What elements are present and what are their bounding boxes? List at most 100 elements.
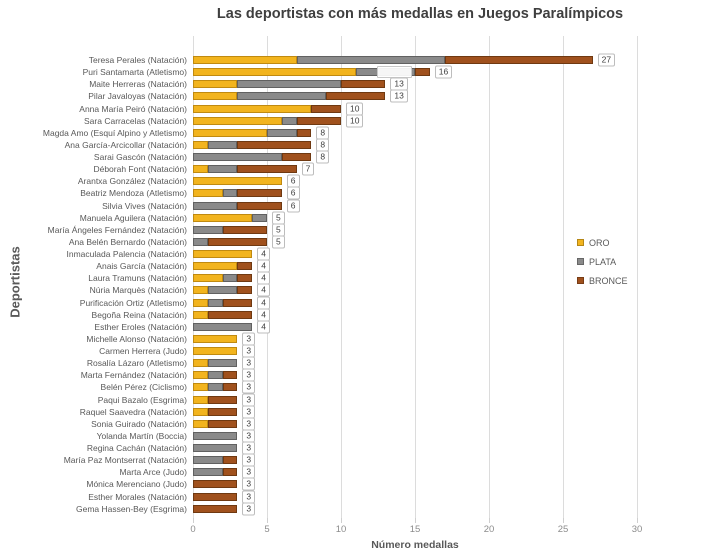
- bar-segment-oro: [193, 298, 208, 307]
- value-label: 3: [242, 465, 256, 479]
- stacked-bar: [193, 165, 297, 174]
- value-label: 3: [242, 405, 256, 419]
- bar-segment-bronce: [222, 468, 238, 477]
- bar-row: María Ángeles Fernández (Natación) 5: [0, 223, 711, 237]
- bar-row: Laura Tramuns (Natación) 4: [0, 271, 711, 285]
- stacked-bar: [193, 395, 238, 404]
- gridline: [415, 36, 416, 518]
- bar-segment-plata: [222, 274, 238, 283]
- tick-mark: [267, 518, 268, 523]
- bar-segment-plata: [267, 128, 297, 137]
- bar-segment-plata: [237, 92, 327, 101]
- stacked-bar: [193, 334, 238, 343]
- bar-segment-oro: [193, 213, 253, 222]
- bar-segment-bronce: [237, 140, 312, 149]
- stacked-bar: [193, 371, 238, 380]
- stacked-bar: [193, 225, 267, 234]
- athlete-label: Maite Herreras (Natación): [89, 79, 187, 90]
- chart-title: Las deportistas con más medallas en Jueg…: [216, 6, 624, 22]
- bar-segment-bronce: [296, 116, 341, 125]
- bar-segment-bronce: [444, 56, 593, 65]
- bar-segment-oro: [193, 128, 267, 137]
- bar-segment-plata: [193, 444, 238, 453]
- athlete-label: Laura Tramuns (Natación): [88, 273, 187, 284]
- stacked-bar: [193, 310, 253, 319]
- athlete-label: Beatriz Mendoza (Atletismo): [80, 188, 187, 199]
- value-label: 3: [242, 356, 256, 370]
- bar-segment-oro: [193, 177, 282, 186]
- bar-segment-plata: [296, 56, 445, 65]
- bar-row: Déborah Font (Natación) 7: [0, 162, 711, 176]
- bar-segment-oro: [193, 310, 208, 319]
- stacked-bar: [193, 153, 312, 162]
- stacked-bar: [193, 92, 386, 101]
- bar-row: Teresa Perales (Natación) 27: [0, 53, 711, 67]
- stacked-bar: [193, 347, 238, 356]
- athlete-label: Ana Belén Bernardo (Natación): [68, 236, 187, 247]
- value-label: 4: [257, 308, 270, 322]
- tick-mark: [415, 518, 416, 523]
- bar-segment-oro: [193, 250, 253, 259]
- bar-row: Raquel Saavedra (Natación) 3: [0, 405, 711, 419]
- stacked-bar: [193, 419, 238, 428]
- value-label: 8: [316, 138, 330, 152]
- legend-item-plata: PLATA: [577, 252, 628, 271]
- bar-segment-oro: [193, 395, 208, 404]
- stacked-bar: [193, 237, 267, 246]
- value-label: 6: [286, 186, 300, 200]
- bar-segment-bronce: [311, 104, 341, 113]
- bar-row: Rosalía Lázaro (Atletismo) 3: [0, 356, 711, 370]
- bar-segment-bronce: [193, 504, 238, 513]
- bar-segment-oro: [193, 359, 208, 368]
- bar-row: Marta Fernández (Natación) 3: [0, 368, 711, 382]
- bar-row: Sonia Guirado (Natación) 3: [0, 417, 711, 431]
- x-axis-title: Número medallas: [371, 539, 459, 551]
- bar-segment-plata: [237, 80, 341, 89]
- bar-segment-bronce: [414, 68, 430, 77]
- athlete-label: Mónica Merenciano (Judo): [86, 479, 187, 490]
- stacked-bar: [193, 177, 282, 186]
- bar-segment-bronce: [193, 492, 238, 501]
- value-label: 10: [346, 114, 364, 128]
- bar-segment-bronce: [296, 128, 312, 137]
- value-label: 13: [390, 77, 408, 91]
- bar-row: Sara Carracelas (Natación) 10: [0, 114, 711, 128]
- bar-segment-bronce: [237, 165, 297, 174]
- athlete-label: Regina Cachán (Natación): [86, 443, 187, 454]
- athlete-label: Puri Santamarta (Atletismo): [82, 67, 187, 78]
- athlete-label: Pilar Javaloyas (Natación): [88, 91, 187, 102]
- tick-label: 25: [557, 524, 569, 535]
- athlete-label: Arantxa González (Natación): [77, 176, 187, 187]
- stacked-bar: [193, 444, 238, 453]
- athlete-label: Teresa Perales (Natación): [88, 55, 187, 66]
- bar-segment-plata: [193, 153, 282, 162]
- bar-segment-bronce: [237, 274, 253, 283]
- bar-row: Núria Marquès (Natación) 4: [0, 283, 711, 297]
- bar-segment-bronce: [281, 153, 312, 162]
- value-label: 3: [242, 477, 256, 491]
- athlete-label: Sonia Guirado (Natación): [91, 418, 187, 429]
- athlete-label: Marta Fernández (Natación): [80, 370, 187, 381]
- athlete-label: Déborah Font (Natación): [93, 164, 187, 175]
- bar-segment-oro: [193, 274, 223, 283]
- stacked-bar: [193, 322, 253, 331]
- value-label: 10: [346, 102, 364, 116]
- athlete-label: Esther Eroles (Natación): [94, 321, 187, 332]
- value-label: 8: [316, 150, 330, 164]
- bar-row: Purificación Ortiz (Atletismo) 4: [0, 296, 711, 310]
- bar-row: Silvia Vives (Natación) 6: [0, 199, 711, 213]
- bar-segment-bronce: [340, 80, 386, 89]
- value-label: 5: [272, 235, 285, 249]
- value-label: 5: [272, 223, 285, 237]
- bar-segment-bronce: [207, 407, 238, 416]
- bar-segment-oro: [193, 262, 238, 271]
- legend: ORO PLATA BRONCE: [577, 233, 628, 290]
- athlete-label: Sarai Gascón (Natación): [93, 152, 187, 163]
- value-label: 3: [242, 490, 256, 504]
- tick-label: 0: [190, 524, 196, 535]
- bar-segment-bronce: [222, 225, 267, 234]
- value-label: 4: [257, 247, 270, 261]
- bar-row: Belén Pérez (Ciclismo) 3: [0, 380, 711, 394]
- value-label: 3: [242, 417, 256, 431]
- bar-row: Magda Amo (Esquí Alpino y Atletismo) 8: [0, 126, 711, 140]
